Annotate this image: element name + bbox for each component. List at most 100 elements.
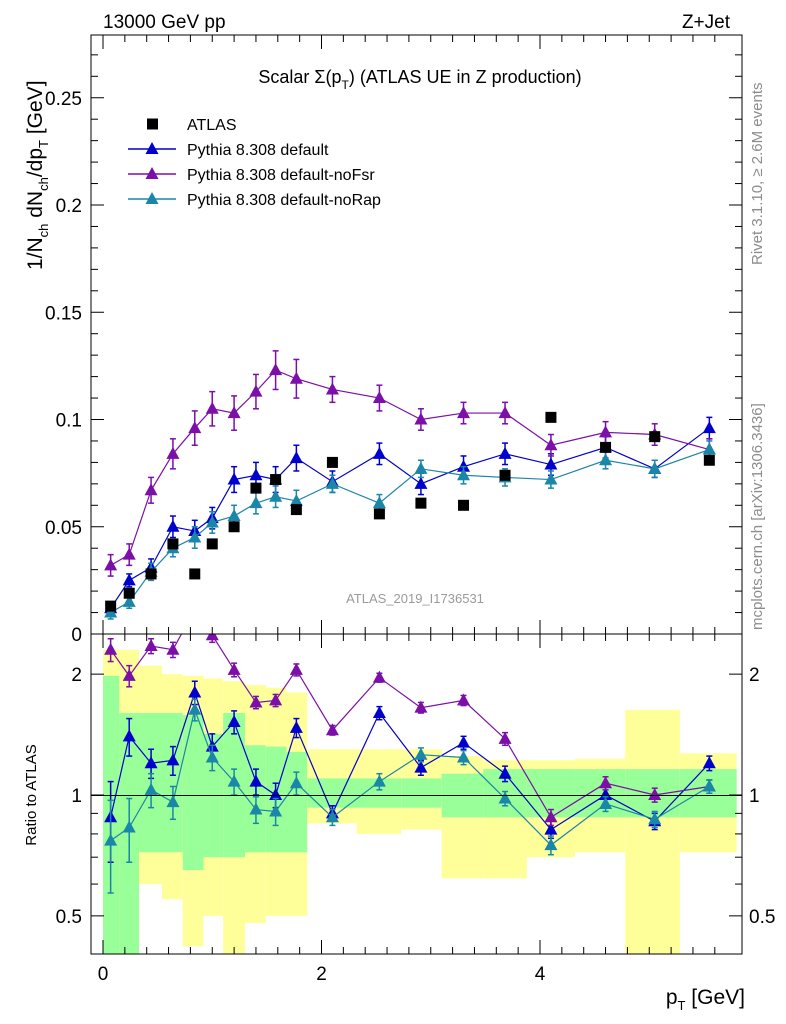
rivet-version-text: Rivet 3.1.10, ≥ 2.6M events — [749, 83, 766, 266]
mc-point — [457, 406, 471, 419]
yellow-band-bin — [625, 709, 680, 954]
ratio-point — [188, 602, 201, 614]
ratio-point — [599, 788, 613, 800]
legend-label: Pythia 8.308 default — [187, 142, 329, 159]
x-tick-label: 0 — [98, 964, 109, 985]
atlas-data-point — [649, 431, 661, 443]
mc-point — [249, 496, 263, 509]
mc-point — [599, 425, 613, 438]
atlas-data-point — [499, 469, 511, 481]
main-series — [104, 350, 716, 620]
atlas-data-point — [545, 411, 557, 423]
ratio-point — [144, 756, 158, 769]
mc-point — [122, 573, 136, 586]
ratio-point — [249, 695, 263, 708]
ratio-point — [104, 642, 118, 655]
atlas-data-point — [228, 521, 240, 533]
ratio-point — [166, 642, 180, 655]
mc-point — [188, 421, 202, 434]
ratio-point — [414, 700, 428, 713]
ratio-point — [544, 810, 558, 823]
ratio-point — [269, 788, 283, 800]
legend-marker-atlas — [147, 118, 158, 130]
main-title: Scalar Σ(pT) (ATLAS UE in Z production) — [258, 67, 581, 92]
ratio-point — [498, 766, 512, 779]
ratio-point — [227, 714, 241, 727]
ratio-point — [249, 802, 263, 815]
ratio-point — [122, 729, 136, 742]
atlas-data-point — [415, 497, 427, 509]
mc-point — [269, 489, 283, 502]
ratio-point — [289, 720, 303, 733]
ratio-point — [227, 662, 241, 675]
header-right: Z+Jet — [682, 12, 731, 33]
ratio-point — [122, 820, 136, 833]
atlas-data-point — [145, 568, 157, 580]
atlas-data-point — [250, 482, 262, 494]
mc-point — [205, 401, 219, 414]
green-band-bin — [307, 778, 357, 808]
ratio-point — [104, 833, 118, 846]
ratio-point — [457, 735, 471, 748]
x-tick-label: 4 — [535, 964, 546, 985]
ratio-point — [599, 796, 613, 809]
mc-point — [702, 442, 716, 455]
mc-point — [498, 446, 512, 459]
mc-point — [414, 412, 428, 425]
ratio-point — [372, 670, 386, 683]
legend-label: Pythia 8.308 default-noRap — [187, 192, 381, 209]
y-tick-label: 0 — [71, 625, 82, 646]
mc-point — [457, 468, 471, 481]
ratio-point — [166, 795, 180, 808]
ratio-y-tick-label: 0.5 — [56, 907, 82, 928]
ratio-point — [702, 779, 716, 792]
ratio-point — [702, 756, 716, 769]
legend-marker — [145, 167, 159, 179]
ratio-y-tick-label-right: 2 — [749, 665, 760, 686]
mc-point — [289, 451, 303, 464]
legend-label: Pythia 8.308 default-noFsr — [187, 167, 375, 184]
atlas-data-point — [105, 600, 117, 612]
ratio-point — [457, 693, 471, 706]
ratio-point — [498, 731, 512, 744]
ratio-point — [372, 774, 386, 787]
legend: ATLAS Pythia 8.308 default Pythia 8.308 de… — [128, 117, 381, 209]
atlas-data-point — [123, 587, 135, 599]
legend-marker — [145, 192, 159, 204]
ratio-point — [414, 760, 428, 773]
ratio-point — [144, 782, 158, 795]
ratio-series — [104, 602, 716, 894]
atlas-data-point — [270, 474, 282, 486]
atlas-data-point — [458, 499, 470, 511]
ratio-point — [457, 750, 471, 763]
ratio-point — [599, 776, 613, 789]
ratio-point — [544, 822, 558, 835]
mc-point — [227, 509, 241, 522]
green-band-bin — [182, 715, 204, 871]
green-band-bin — [161, 713, 183, 853]
x-axis-label: pT [GeV] — [666, 986, 745, 1013]
mc-point — [269, 363, 283, 376]
ratio-point — [325, 810, 339, 823]
green-band-bin — [286, 751, 308, 853]
mc-point — [104, 558, 118, 571]
mc-point — [188, 530, 202, 543]
mc-point — [289, 494, 303, 507]
ratio-point — [205, 750, 219, 763]
y-tick-label: 0.15 — [45, 303, 82, 324]
ratio-point — [227, 774, 241, 787]
ratio-y-tick-label-right: 1 — [749, 786, 760, 807]
main-y-axis-label: 1/Nch dNch/dpT [GeV] — [24, 80, 51, 270]
mc-point — [599, 453, 613, 466]
mc-point — [372, 446, 386, 459]
atlas-data-point — [206, 538, 218, 550]
ratio-point — [205, 634, 219, 641]
axes: 0 0.05 0.1 0.15 0.2 0.25 0 2 4 0.5 0.5 1 1 2 2 — [45, 35, 775, 985]
atlas-data-point — [373, 508, 385, 520]
ratio-point — [648, 812, 662, 825]
atlas-data-point — [290, 504, 302, 516]
ratio-panel-frame — [90, 633, 743, 955]
mc-point — [205, 515, 219, 528]
mc-point — [648, 461, 662, 474]
